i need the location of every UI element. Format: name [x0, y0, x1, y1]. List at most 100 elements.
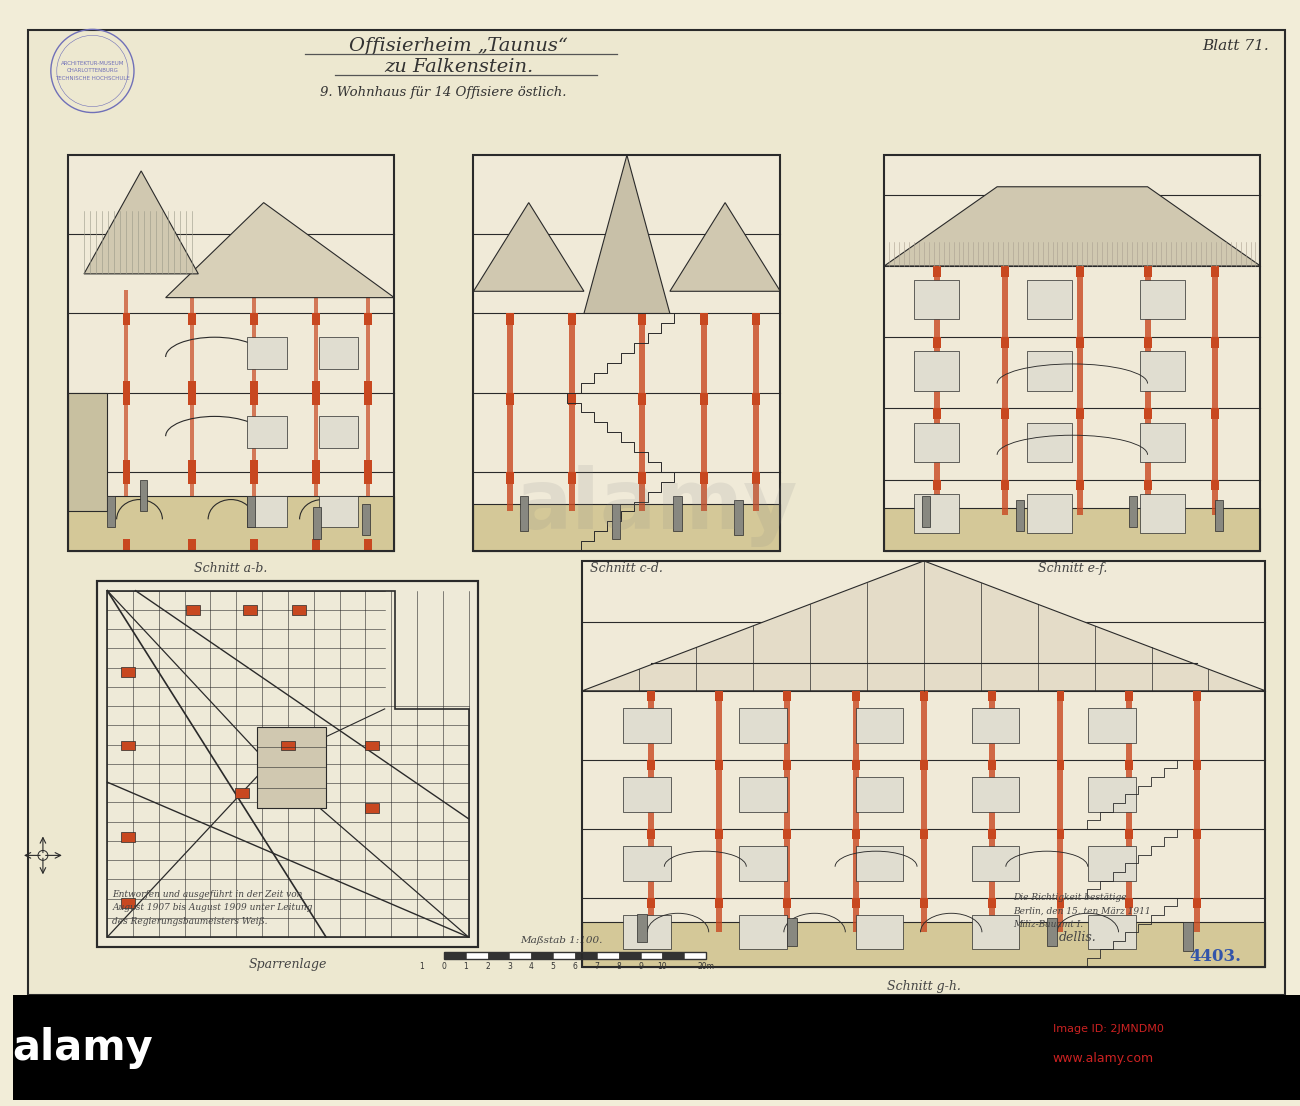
Bar: [1124, 691, 1132, 701]
Text: Schnitt e-f.: Schnitt e-f.: [1037, 562, 1108, 575]
Bar: [1193, 828, 1201, 839]
Bar: [920, 691, 927, 932]
Bar: [1128, 495, 1136, 528]
Bar: [247, 337, 286, 369]
Bar: [920, 760, 928, 770]
Bar: [532, 952, 552, 959]
Bar: [365, 741, 378, 751]
Bar: [1057, 691, 1065, 701]
Bar: [988, 760, 996, 770]
Text: www.alamy.com: www.alamy.com: [1053, 1052, 1153, 1065]
Bar: [852, 760, 859, 770]
Bar: [250, 313, 257, 325]
Bar: [638, 393, 646, 405]
Bar: [933, 265, 941, 276]
Bar: [852, 691, 859, 701]
Bar: [1124, 828, 1132, 839]
Text: Schnitt a-b.: Schnitt a-b.: [194, 562, 268, 575]
Bar: [568, 313, 576, 325]
Bar: [364, 472, 372, 483]
Bar: [13, 995, 1300, 1100]
Text: Offisierheim „Taunus“: Offisierheim „Taunus“: [350, 38, 568, 55]
Polygon shape: [670, 202, 780, 291]
Bar: [751, 313, 759, 325]
Bar: [1027, 494, 1072, 533]
Bar: [1126, 691, 1132, 932]
Bar: [988, 828, 996, 839]
Bar: [312, 472, 320, 483]
Bar: [1088, 708, 1136, 742]
Bar: [122, 313, 130, 325]
Polygon shape: [165, 202, 394, 298]
Bar: [988, 691, 996, 701]
Text: alamy: alamy: [515, 466, 798, 547]
Bar: [243, 605, 256, 615]
Bar: [473, 503, 780, 551]
Bar: [1212, 480, 1219, 490]
Bar: [507, 313, 515, 325]
Bar: [884, 509, 1261, 551]
Bar: [624, 708, 671, 742]
Bar: [1212, 265, 1219, 276]
Bar: [740, 778, 788, 812]
Bar: [1144, 265, 1150, 515]
Bar: [1144, 265, 1152, 276]
Bar: [122, 472, 130, 483]
Bar: [1001, 480, 1009, 490]
Bar: [638, 313, 646, 325]
Bar: [914, 494, 959, 533]
Text: zu Falkenstein.: zu Falkenstein.: [384, 58, 533, 76]
Bar: [68, 393, 107, 511]
Bar: [1212, 337, 1219, 348]
Text: 9. Wohnhaus für 14 Offisiere östlich.: 9. Wohnhaus für 14 Offisiere östlich.: [320, 86, 567, 100]
Bar: [751, 472, 759, 483]
Bar: [971, 778, 1019, 812]
Text: alamy: alamy: [12, 1026, 153, 1068]
Bar: [235, 789, 250, 799]
Bar: [753, 313, 759, 511]
Bar: [1193, 760, 1201, 770]
Bar: [367, 290, 370, 495]
Bar: [68, 495, 394, 551]
Bar: [1057, 828, 1065, 839]
Bar: [914, 280, 959, 320]
Bar: [257, 728, 326, 807]
Bar: [312, 460, 320, 472]
Bar: [1144, 480, 1152, 490]
Bar: [507, 313, 514, 511]
Bar: [663, 952, 684, 959]
Bar: [1140, 494, 1186, 533]
Bar: [920, 828, 928, 839]
Bar: [740, 915, 788, 949]
Bar: [853, 691, 858, 932]
Bar: [971, 915, 1019, 949]
Polygon shape: [584, 155, 670, 313]
Bar: [988, 898, 996, 908]
Bar: [247, 495, 255, 528]
Bar: [312, 393, 320, 405]
Bar: [624, 778, 671, 812]
Bar: [575, 952, 597, 959]
Bar: [933, 265, 940, 515]
Text: 5: 5: [551, 962, 555, 971]
Bar: [582, 922, 1265, 967]
Bar: [364, 393, 372, 405]
Bar: [1001, 408, 1009, 419]
Bar: [568, 393, 576, 405]
Bar: [740, 708, 788, 742]
Text: 9: 9: [638, 962, 644, 971]
Bar: [1144, 337, 1152, 348]
Text: 4403.: 4403.: [1190, 948, 1242, 966]
Bar: [784, 691, 790, 932]
Bar: [520, 495, 528, 531]
Bar: [365, 803, 378, 813]
Bar: [971, 708, 1019, 742]
Text: 1: 1: [420, 962, 424, 971]
Bar: [1076, 265, 1083, 515]
Bar: [784, 828, 792, 839]
Bar: [568, 313, 575, 511]
Bar: [187, 539, 196, 551]
Bar: [1144, 408, 1152, 419]
Bar: [1212, 408, 1219, 419]
Bar: [1140, 280, 1186, 320]
